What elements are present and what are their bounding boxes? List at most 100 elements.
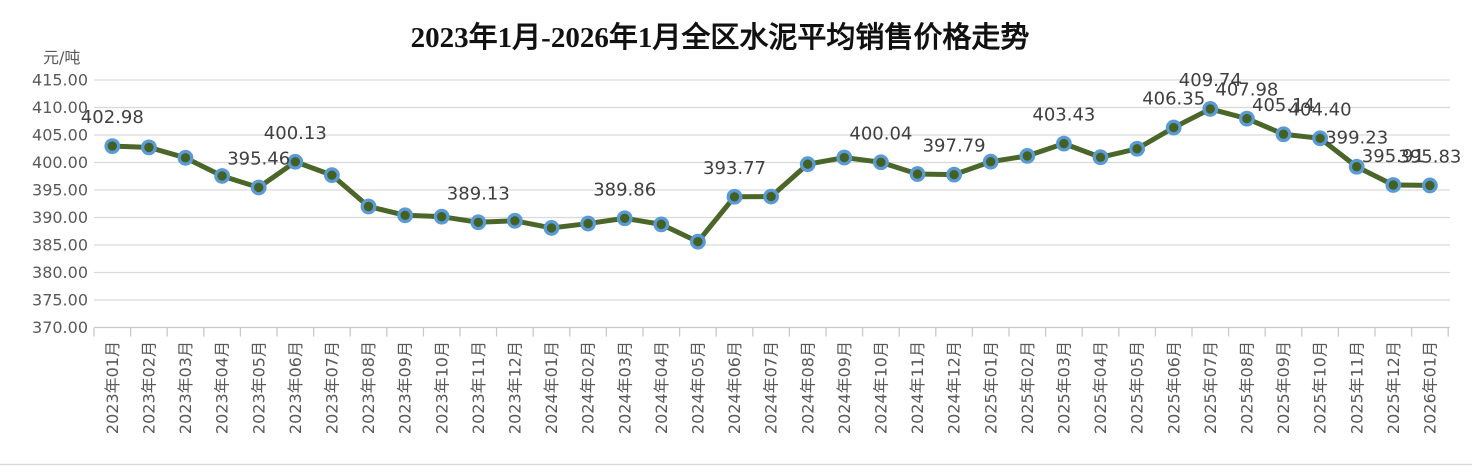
x-axis-tick-label: 2023年09月 [396,341,415,434]
data-point-label: 403.43 [1032,105,1095,126]
data-point-marker [1019,147,1036,164]
x-axis-tick-label: 2023年10月 [432,341,451,434]
x-axis-tick-label: 2024年10月 [872,341,891,434]
data-point-label: 389.86 [593,179,656,200]
data-point-marker [616,210,633,227]
data-point-label: 404.40 [1289,99,1352,120]
data-point-marker [946,166,962,183]
x-axis-tick-label: 2024年12月 [945,341,964,434]
data-point-marker [250,179,267,196]
data-point-label: 405.14 [1252,95,1315,116]
data-point-marker [287,153,304,170]
x-axis-tick-label: 2025年01月 [981,341,1000,434]
data-point-marker [1238,110,1255,127]
data-point-label: 400.13 [264,123,327,144]
y-axis-tick-label: 370.00 [32,318,88,337]
data-point-label: 395.46 [227,148,290,169]
data-point-marker [726,188,743,205]
x-axis-tick-label: 2025年12月 [1384,341,1403,434]
x-axis-tick-label: 2024年01月 [542,341,561,434]
x-axis-tick-label: 2025年02月 [1018,341,1037,434]
x-axis-tick-label: 2023年07月 [323,341,342,434]
x-axis-tick-label: 2023年06月 [286,341,305,434]
x-axis-tick-label: 2025年05月 [1128,341,1147,434]
data-point-marker [873,154,889,171]
data-point-marker [1421,177,1438,194]
data-point-marker [982,153,999,170]
x-axis-tick-label: 2025年07月 [1201,341,1220,434]
data-point-marker [324,167,340,184]
data-point-marker [1385,177,1402,193]
data-point-marker [1165,119,1182,136]
x-axis-tick-label: 2024年07月 [762,341,781,434]
y-axis-unit-label: 元/吨 [43,48,81,67]
data-point-label: 397.79 [923,136,986,157]
chart-title: 2023年1月-2026年1月全区水泥平均销售价格走势 [410,22,1030,54]
x-axis-tick-label: 2023年12月 [506,341,525,434]
data-point-marker [214,168,231,184]
data-point-marker [543,220,560,236]
data-point-marker [799,156,816,173]
x-axis-tick-label: 2023年02月 [140,341,159,434]
data-point-marker [140,139,157,156]
x-axis-tick-label: 2023年04月 [213,341,232,434]
y-axis-tick-label: 395.00 [32,181,88,200]
x-axis-tick-label: 2023年08月 [359,341,378,434]
y-axis-tick-label: 385.00 [32,236,88,255]
x-axis-tick-label: 2024年08月 [798,341,817,434]
data-point-label: 399.23 [1325,128,1388,149]
x-axis-tick-label: 2025年08月 [1238,341,1257,434]
data-point-marker [1055,135,1072,152]
data-point-label: 409.74 [1179,70,1242,91]
data-point-marker [1348,158,1365,175]
x-axis-tick-label: 2024年04月 [652,341,671,434]
data-point-marker [1129,140,1145,157]
y-axis-tick-label: 380.00 [32,263,88,282]
data-point-marker [470,214,487,231]
x-axis-tick-label: 2023年11月 [469,341,488,434]
x-axis-tick-label: 2023年03月 [176,341,195,434]
data-point-label: 389.13 [447,183,510,204]
data-point-marker [909,166,926,182]
data-point-marker [360,198,377,215]
data-point-label: 407.98 [1215,80,1278,101]
data-point-label: 395.91 [1362,146,1425,167]
data-point-marker [1202,101,1219,117]
data-point-label: 400.04 [849,123,912,144]
x-axis-tick-label: 2025年10月 [1311,341,1330,434]
y-axis-tick-label: 400.00 [32,153,88,172]
x-axis-tick-label: 2024年11月 [908,341,927,434]
data-point-label: 395.83 [1398,146,1461,167]
data-point-marker [1092,149,1109,166]
data-point-label: 406.35 [1142,89,1205,110]
x-axis-tick-label: 2024年06月 [725,341,744,434]
y-axis-tick-label: 410.00 [32,98,88,117]
data-point-marker [397,207,414,224]
x-axis-tick-label: 2024年02月 [579,341,598,434]
y-axis-tick-label: 415.00 [32,71,88,90]
data-point-marker [507,212,523,229]
data-point-marker [836,149,853,166]
x-axis-tick-label: 2024年05月 [689,341,708,434]
x-axis-tick-label: 2025年11月 [1347,341,1366,434]
data-point-marker [1312,130,1328,147]
x-axis-tick-label: 2023年05月 [249,341,268,434]
data-point-marker [1275,126,1292,143]
x-axis-tick-label: 2025年04月 [1091,341,1110,434]
y-axis-tick-label: 405.00 [32,126,88,145]
data-point-marker [580,215,596,232]
x-axis-tick-label: 2026年01月 [1421,341,1440,434]
data-point-marker [763,188,779,205]
data-point-label: 393.77 [703,158,766,179]
x-axis-tick-label: 2024年03月 [615,341,634,434]
data-point-marker [690,233,706,250]
data-point-marker [104,138,121,155]
x-axis-tick-label: 2025年09月 [1274,341,1293,434]
x-axis-tick-label: 2025年03月 [1055,341,1074,434]
x-axis-tick-label: 2025年06月 [1164,341,1183,434]
data-point-marker [433,208,450,225]
data-point-label: 402.98 [81,107,144,128]
y-axis-tick-label: 390.00 [32,208,88,227]
